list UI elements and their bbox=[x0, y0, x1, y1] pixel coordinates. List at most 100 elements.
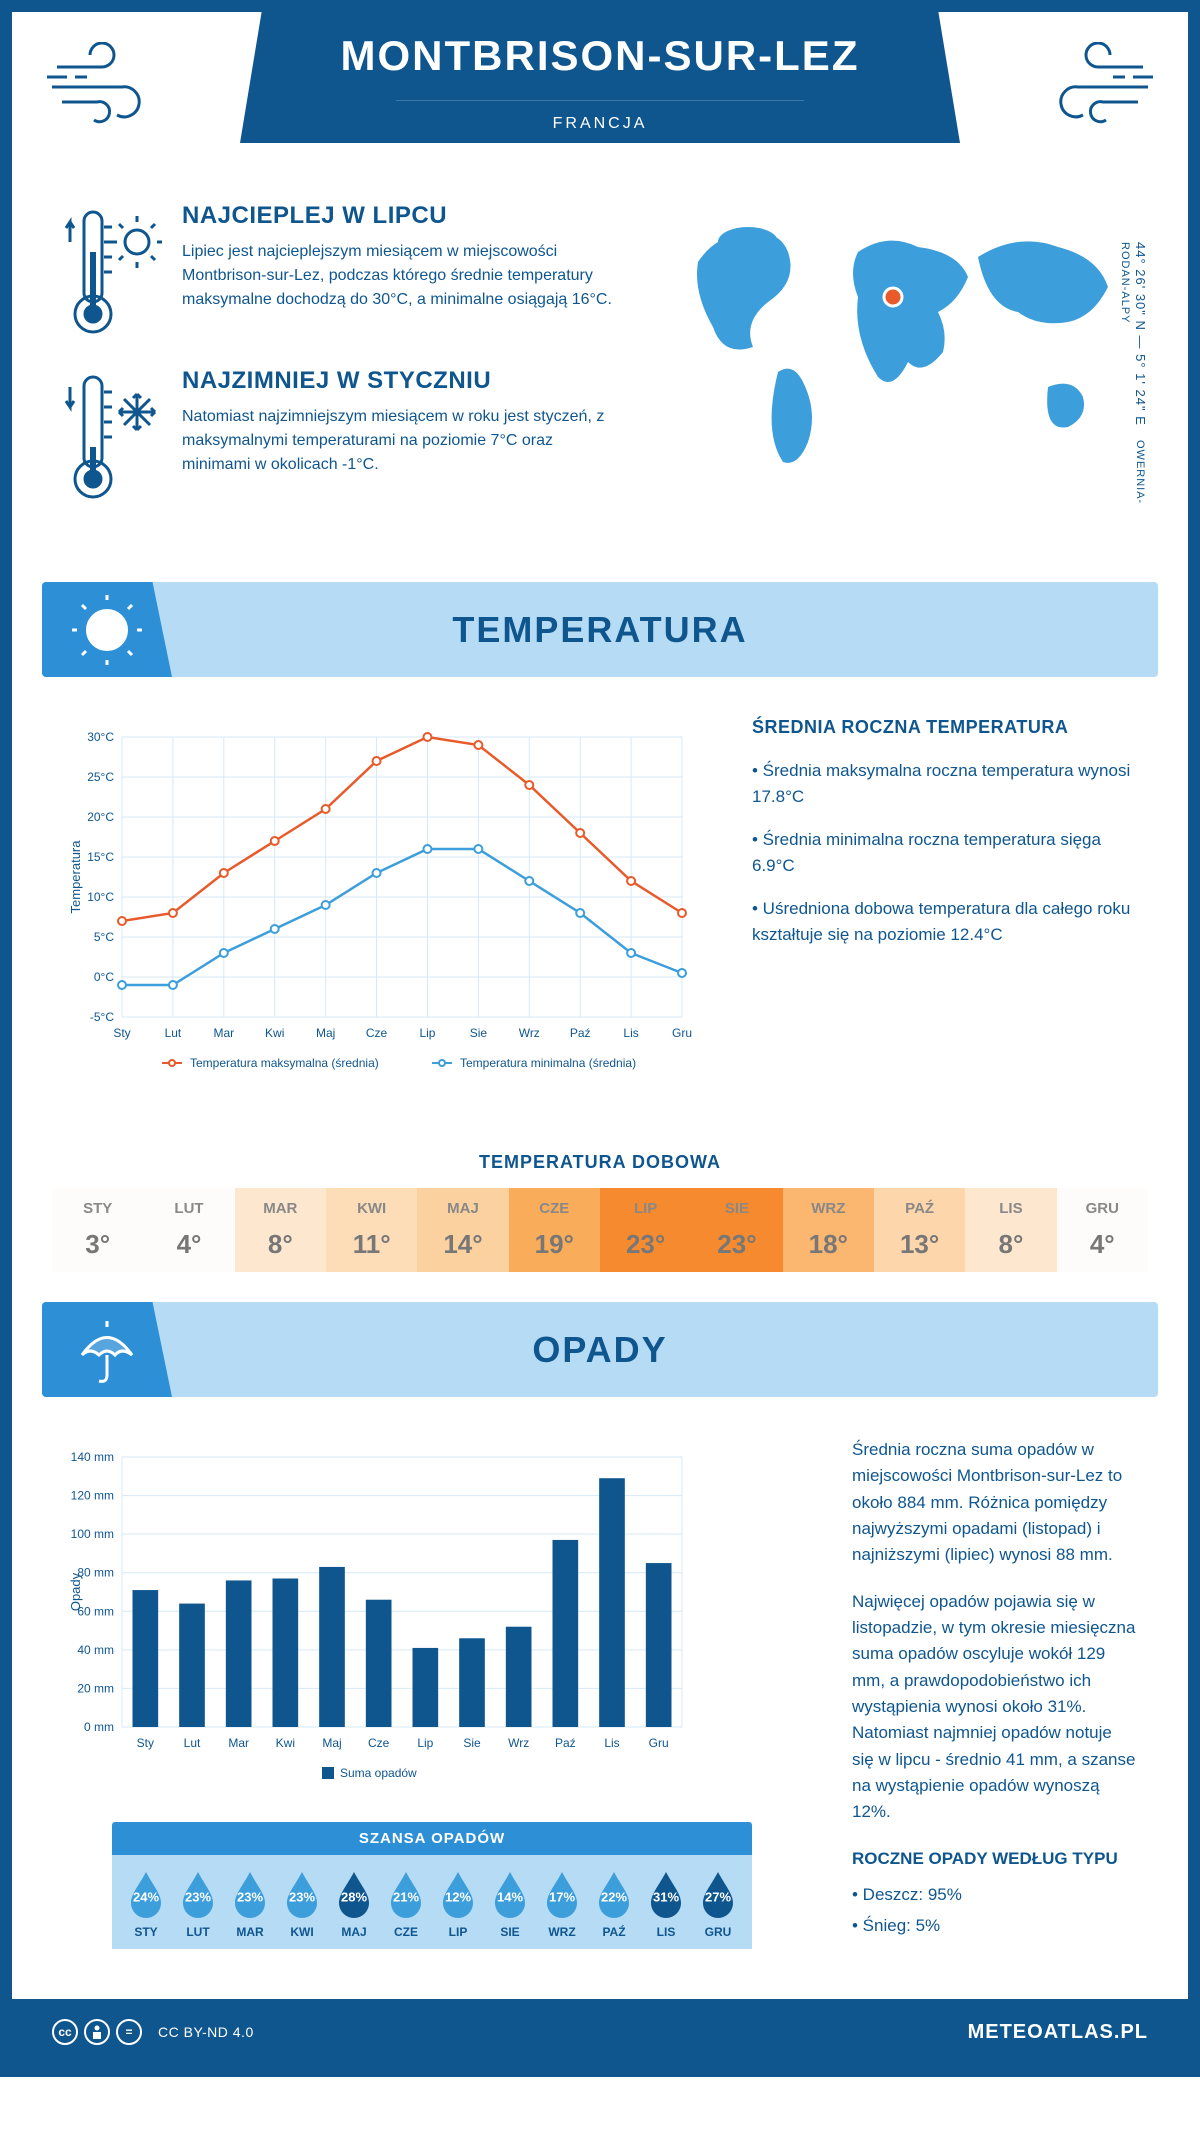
chance-month: LIP bbox=[432, 1925, 484, 1939]
world-map-icon bbox=[658, 202, 1138, 482]
chance-cell: 14% SIE bbox=[484, 1869, 536, 1939]
drop-icon: 24% bbox=[126, 1869, 166, 1919]
svg-text:Paź: Paź bbox=[555, 1736, 576, 1750]
daily-value: 19° bbox=[509, 1229, 600, 1260]
svg-text:Temperatura maksymalna (średni: Temperatura maksymalna (średnia) bbox=[190, 1056, 379, 1070]
temperature-chart: -5°C0°C5°C10°C15°C20°C25°C30°CStyLutMarK… bbox=[62, 717, 702, 1102]
svg-text:Temperatura: Temperatura bbox=[68, 840, 83, 914]
header-banner: MONTBRISON-SUR-LEZ FRANCJA bbox=[240, 12, 960, 143]
drop-icon: 21% bbox=[386, 1869, 426, 1919]
svg-text:Sie: Sie bbox=[470, 1026, 488, 1040]
drop-percent: 14% bbox=[497, 1889, 523, 1904]
hot-title: NAJCIEPLEJ W LIPCU bbox=[182, 202, 618, 230]
daily-month: CZE bbox=[509, 1200, 600, 1217]
banner-accent bbox=[42, 582, 172, 677]
daily-cell: MAJ14° bbox=[417, 1188, 508, 1272]
wind-icon-right bbox=[1023, 42, 1153, 132]
svg-text:Opady: Opady bbox=[68, 1572, 83, 1611]
footer: cc = CC BY-ND 4.0 METEOATLAS.PL bbox=[12, 1999, 1188, 2065]
svg-text:Gru: Gru bbox=[649, 1736, 669, 1750]
svg-text:-5°C: -5°C bbox=[90, 1010, 114, 1024]
daily-cell: CZE 19° bbox=[509, 1188, 600, 1272]
daily-cell: LIP23° bbox=[600, 1188, 691, 1272]
license-text: CC BY-ND 4.0 bbox=[158, 2024, 254, 2040]
daily-month: WRZ bbox=[783, 1200, 874, 1217]
chance-row: 24% STY 23% LUT 23% MAR 23% KWI 28% MAJ … bbox=[112, 1855, 752, 1949]
svg-text:140 mm: 140 mm bbox=[71, 1450, 114, 1464]
temperature-title: TEMPERATURA bbox=[172, 609, 1158, 651]
svg-text:Paź: Paź bbox=[570, 1026, 591, 1040]
cc-icon: cc bbox=[52, 2019, 78, 2045]
svg-text:20 mm: 20 mm bbox=[77, 1681, 114, 1695]
chance-cell: 27% GRU bbox=[692, 1869, 744, 1939]
chance-month: WRZ bbox=[536, 1925, 588, 1939]
svg-text:Maj: Maj bbox=[316, 1026, 335, 1040]
drop-percent: 23% bbox=[289, 1889, 315, 1904]
drop-percent: 21% bbox=[393, 1889, 419, 1904]
daily-value: 13° bbox=[874, 1229, 965, 1260]
precip-type-item: • Deszcz: 95% bbox=[852, 1882, 1138, 1908]
precip-p2: Najwięcej opadów pojawia się w listopadz… bbox=[852, 1589, 1138, 1826]
precip-type: ROCZNE OPADY WEDŁUG TYPU • Deszcz: 95% • … bbox=[852, 1846, 1138, 1939]
daily-month: PAŹ bbox=[874, 1200, 965, 1217]
svg-text:Lut: Lut bbox=[165, 1026, 182, 1040]
chance-cell: 23% LUT bbox=[172, 1869, 224, 1939]
hot-text: Lipiec jest najcieplejszym miesiącem w m… bbox=[182, 240, 618, 312]
drop-icon: 22% bbox=[594, 1869, 634, 1919]
chance-month: LUT bbox=[172, 1925, 224, 1939]
drop-icon: 28% bbox=[334, 1869, 374, 1919]
daily-cell: LIS8° bbox=[965, 1188, 1056, 1272]
daily-cell: WRZ18° bbox=[783, 1188, 874, 1272]
daily-value: 4° bbox=[143, 1229, 234, 1260]
umbrella-icon bbox=[72, 1315, 142, 1385]
svg-text:0°C: 0°C bbox=[94, 970, 114, 984]
stats-item: • Średnia minimalna roczna temperatura s… bbox=[752, 827, 1138, 878]
drop-percent: 31% bbox=[653, 1889, 679, 1904]
drop-icon: 31% bbox=[646, 1869, 686, 1919]
hot-block: NAJCIEPLEJ W LIPCU Lipiec jest najcieple… bbox=[62, 202, 618, 342]
svg-text:120 mm: 120 mm bbox=[71, 1489, 114, 1503]
temperature-content: -5°C0°C5°C10°C15°C20°C25°C30°CStyLutMarK… bbox=[12, 697, 1188, 1122]
daily-temp-row: STY3°LUT4°MAR8°KWI11°MAJ14°CZE19°LIP23°S… bbox=[52, 1188, 1148, 1272]
drop-icon: 17% bbox=[542, 1869, 582, 1919]
drop-percent: 17% bbox=[549, 1889, 575, 1904]
svg-text:15°C: 15°C bbox=[87, 850, 114, 864]
by-icon bbox=[84, 2019, 110, 2045]
drop-percent: 24% bbox=[133, 1889, 159, 1904]
city-name: MONTBRISON-SUR-LEZ bbox=[260, 32, 940, 80]
chance-section: SZANSA OPADÓW 24% STY 23% LUT 23% MAR 23… bbox=[112, 1822, 752, 1949]
precip-type-title: ROCZNE OPADY WEDŁUG TYPU bbox=[852, 1846, 1138, 1872]
drop-icon: 14% bbox=[490, 1869, 530, 1919]
daily-cell: MAR8° bbox=[235, 1188, 326, 1272]
precip-type-item: • Śnieg: 5% bbox=[852, 1913, 1138, 1939]
info-left: NAJCIEPLEJ W LIPCU Lipiec jest najcieple… bbox=[62, 202, 618, 532]
daily-month: LUT bbox=[143, 1200, 234, 1217]
svg-text:Sty: Sty bbox=[113, 1026, 130, 1040]
daily-value: 8° bbox=[965, 1229, 1056, 1260]
chance-cell: 12% LIP bbox=[432, 1869, 484, 1939]
cold-title: NAJZIMNIEJ W STYCZNIU bbox=[182, 367, 618, 395]
chance-month: KWI bbox=[276, 1925, 328, 1939]
svg-text:0 mm: 0 mm bbox=[84, 1720, 114, 1734]
svg-text:Gru: Gru bbox=[672, 1026, 692, 1040]
cold-text: Natomiast najzimniejszym miesiącem w rok… bbox=[182, 405, 618, 477]
daily-month: LIP bbox=[600, 1200, 691, 1217]
drop-icon: 23% bbox=[230, 1869, 270, 1919]
svg-text:Lis: Lis bbox=[604, 1736, 619, 1750]
daily-value: 4° bbox=[1057, 1229, 1148, 1260]
map-area: 44° 26' 30" N — 5° 1' 24" E OWERNIA-RODA… bbox=[658, 202, 1138, 532]
daily-value: 23° bbox=[691, 1229, 782, 1260]
svg-text:Lut: Lut bbox=[184, 1736, 201, 1750]
svg-text:Temperatura minimalna (średnia: Temperatura minimalna (średnia) bbox=[460, 1056, 636, 1070]
svg-text:Sty: Sty bbox=[137, 1736, 154, 1750]
drop-percent: 27% bbox=[705, 1889, 731, 1904]
chance-month: MAR bbox=[224, 1925, 276, 1939]
drop-percent: 28% bbox=[341, 1889, 367, 1904]
stats-item: • Średnia maksymalna roczna temperatura … bbox=[752, 758, 1138, 809]
chance-cell: 23% KWI bbox=[276, 1869, 328, 1939]
drop-icon: 23% bbox=[178, 1869, 218, 1919]
license-icons: cc = CC BY-ND 4.0 bbox=[52, 2019, 254, 2045]
chance-month: MAJ bbox=[328, 1925, 380, 1939]
svg-text:10°C: 10°C bbox=[87, 890, 114, 904]
daily-month: KWI bbox=[326, 1200, 417, 1217]
